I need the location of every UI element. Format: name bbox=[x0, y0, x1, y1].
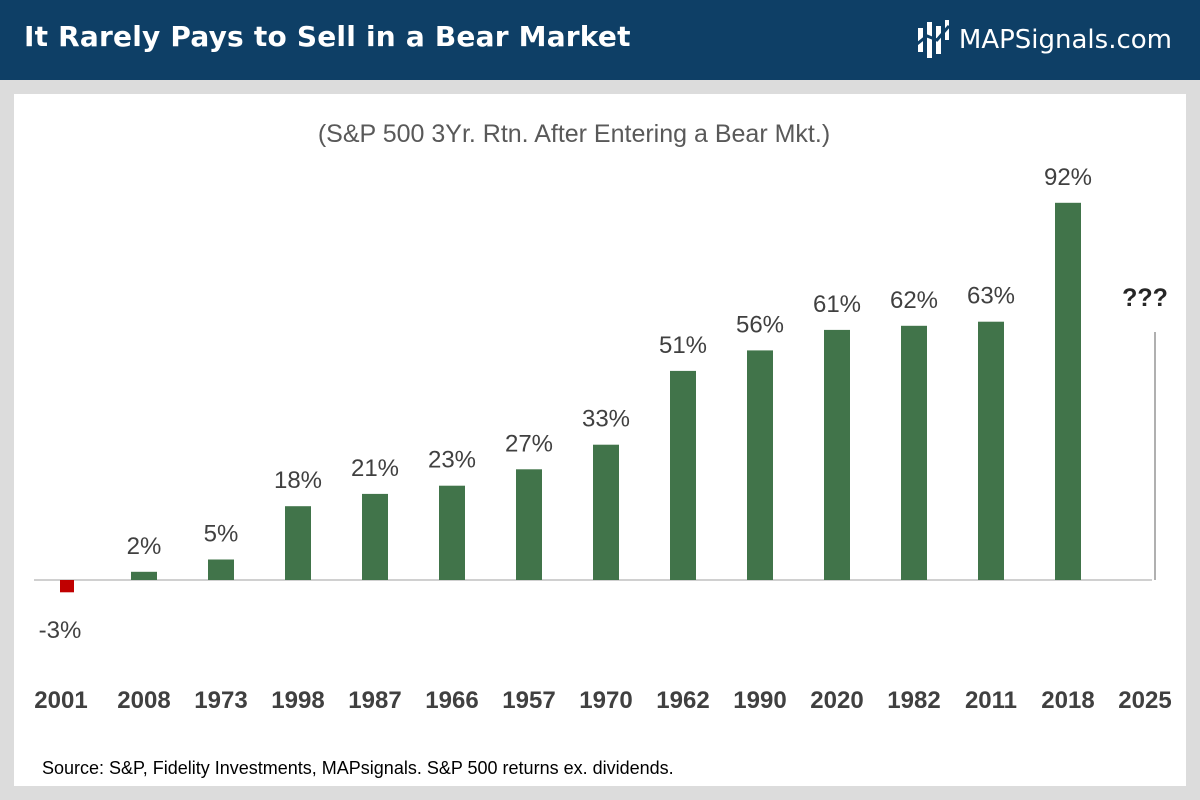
category-label-2011: 2011 bbox=[965, 687, 1017, 714]
page-title: It Rarely Pays to Sell in a Bear Market bbox=[24, 20, 631, 53]
category-label-1970: 1970 bbox=[579, 687, 632, 714]
value-label-2011: 63% bbox=[967, 283, 1015, 310]
chart-panel: (S&P 500 3Yr. Rtn. After Entering a Bear… bbox=[14, 94, 1186, 786]
category-label-1962: 1962 bbox=[656, 687, 709, 714]
value-label-2008: 2% bbox=[127, 533, 162, 560]
category-label-1973: 1973 bbox=[194, 687, 247, 714]
category-label-2025: 2025 bbox=[1118, 687, 1171, 714]
bar-1982 bbox=[901, 325, 927, 580]
bar-2008 bbox=[131, 571, 157, 580]
bar-2018 bbox=[1055, 202, 1081, 581]
value-label-1957: 27% bbox=[505, 430, 553, 457]
value-label-1962: 51% bbox=[659, 332, 707, 359]
category-label-2020: 2020 bbox=[810, 687, 863, 714]
value-label-1987: 21% bbox=[351, 455, 399, 482]
value-label-2018: 92% bbox=[1044, 164, 1092, 191]
category-label-1998: 1998 bbox=[271, 687, 324, 714]
bar-1962 bbox=[670, 370, 696, 580]
value-label-2020: 61% bbox=[813, 291, 861, 318]
bar-1970 bbox=[593, 444, 619, 580]
value-label-1966: 23% bbox=[428, 447, 476, 474]
chart-subtitle: (S&P 500 3Yr. Rtn. After Entering a Bear… bbox=[318, 120, 830, 148]
category-label-2018: 2018 bbox=[1041, 687, 1094, 714]
bar-1990 bbox=[747, 350, 773, 580]
bar-1957 bbox=[516, 469, 542, 580]
value-label-2001: -3% bbox=[39, 617, 82, 644]
category-label-1982: 1982 bbox=[887, 687, 940, 714]
category-label-1966: 1966 bbox=[425, 687, 478, 714]
bar-1973 bbox=[208, 559, 234, 580]
value-label-1998: 18% bbox=[274, 467, 322, 494]
value-label-1982: 62% bbox=[890, 287, 938, 314]
category-label-2001: 2001 bbox=[34, 687, 87, 714]
bar-2011 bbox=[978, 321, 1004, 580]
brand: MAPSignals.com bbox=[915, 18, 1172, 62]
value-label-1973: 5% bbox=[204, 521, 239, 548]
category-label-1957: 1957 bbox=[502, 687, 555, 714]
bar-1966 bbox=[439, 485, 465, 580]
bar-1987 bbox=[362, 493, 388, 580]
category-label-1990: 1990 bbox=[733, 687, 786, 714]
bar-2020 bbox=[824, 329, 850, 580]
bars-group: -3% 2001 2% 2008 5% 1973 18% 1998 21% 1987 23% 1966… bbox=[34, 164, 1171, 714]
value-label-1990: 56% bbox=[736, 311, 784, 338]
bar-2001 bbox=[60, 580, 74, 593]
value-label-1970: 33% bbox=[582, 406, 630, 433]
brand-name: MAPSignals.com bbox=[958, 25, 1172, 55]
category-label-2008: 2008 bbox=[117, 687, 170, 714]
bar-chart: (S&P 500 3Yr. Rtn. After Entering a Bear… bbox=[34, 120, 1172, 714]
category-label-1987: 1987 bbox=[348, 687, 401, 714]
bar-1998 bbox=[285, 506, 311, 580]
source-note: Source: S&P, Fidelity Investments, MAPsi… bbox=[42, 758, 674, 778]
mapsignals-logo-icon bbox=[915, 20, 951, 58]
header-banner: It Rarely Pays to Sell in a Bear Market … bbox=[0, 0, 1200, 80]
value-label-2025: ??? bbox=[1122, 284, 1168, 312]
